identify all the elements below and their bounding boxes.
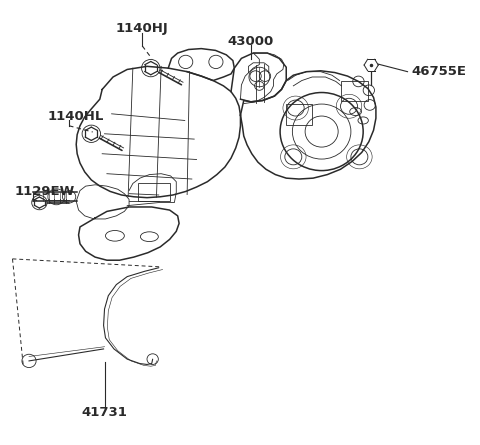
Text: 41731: 41731 bbox=[82, 406, 128, 419]
Bar bbox=[138, 183, 169, 201]
Bar bbox=[340, 81, 368, 101]
Text: 1129EW: 1129EW bbox=[15, 185, 75, 198]
Text: 43000: 43000 bbox=[228, 35, 274, 48]
Text: 46755E: 46755E bbox=[411, 65, 466, 78]
Text: 1140HL: 1140HL bbox=[48, 109, 104, 122]
Text: 1140HJ: 1140HJ bbox=[116, 22, 168, 35]
Bar bbox=[286, 104, 312, 125]
